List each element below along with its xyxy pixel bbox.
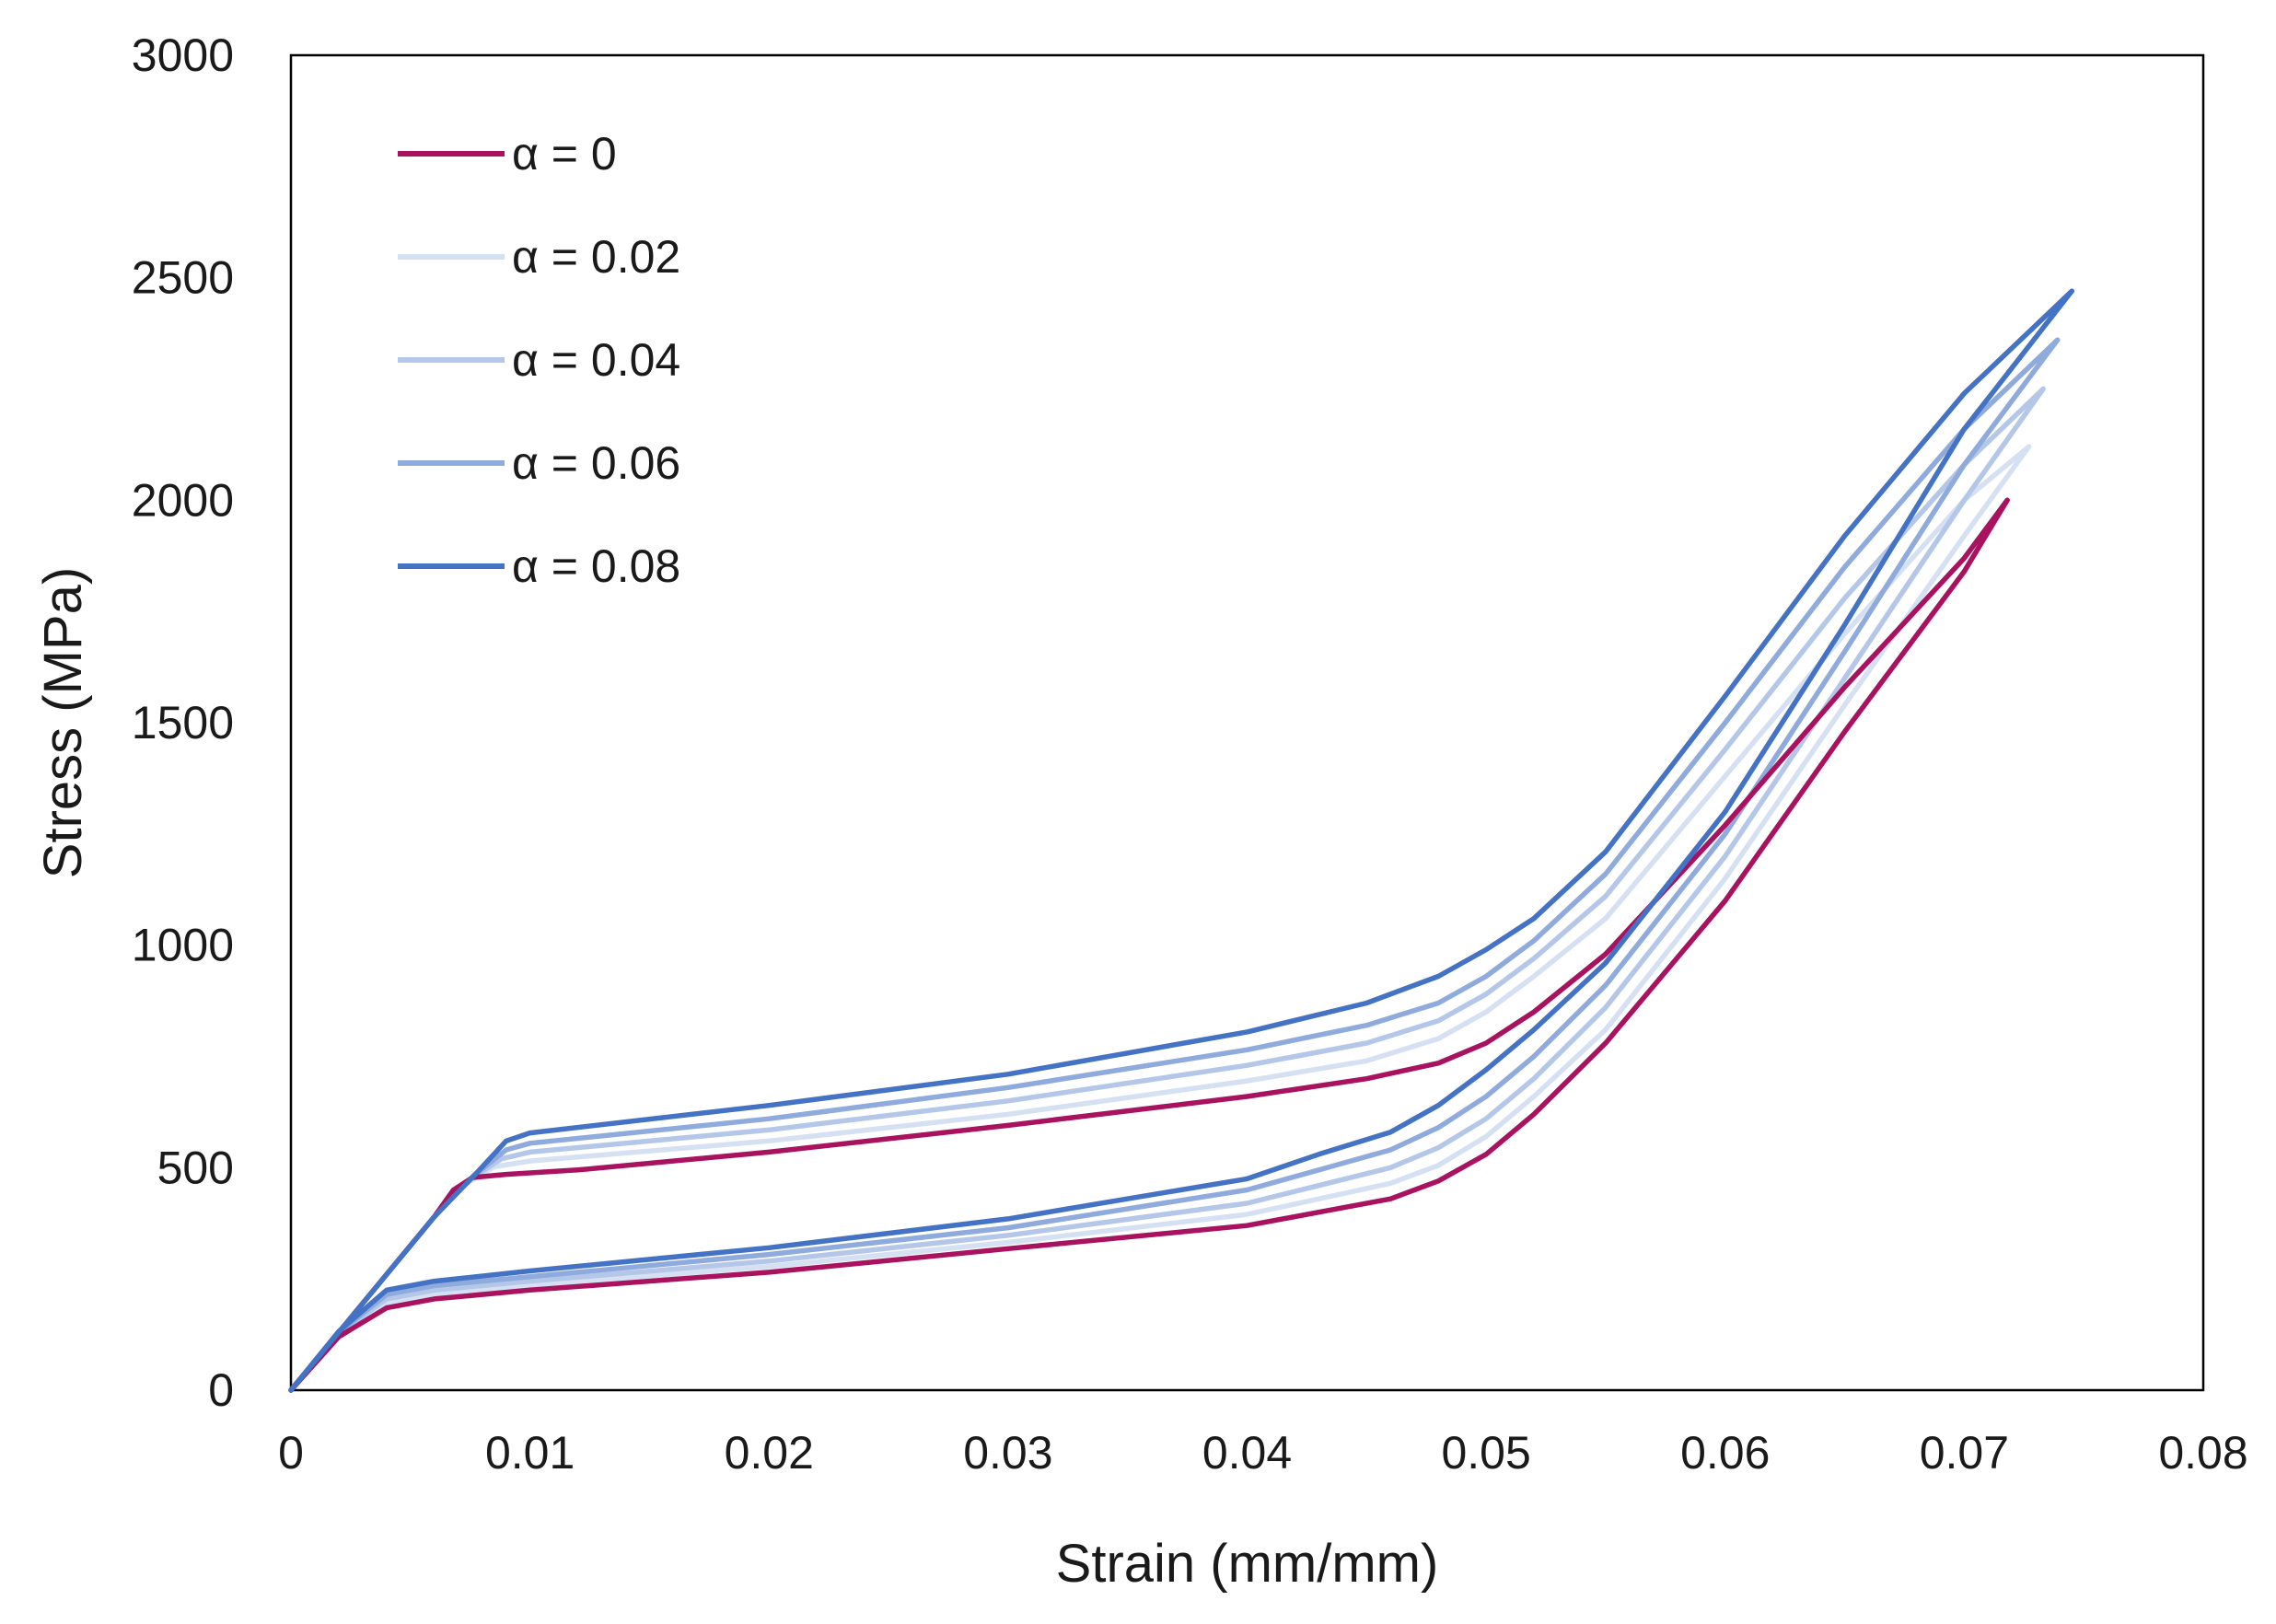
- y-tick-label: 1000: [132, 920, 234, 971]
- legend-label: α = 0.06: [512, 437, 680, 489]
- x-axis-title: Strain (mm/mm): [1056, 1534, 1439, 1594]
- y-axis-title: Stress (MPa): [33, 567, 93, 878]
- x-tick-label: 0.03: [963, 1427, 1052, 1479]
- series-line-unloading-2: [288, 386, 2046, 1393]
- series-line-loading-4: [288, 288, 2074, 1393]
- series-line-unloading-0: [288, 497, 2010, 1393]
- y-tick-label: 1500: [132, 697, 234, 748]
- series-layer: [288, 288, 2074, 1393]
- y-tick-label: 0: [208, 1364, 234, 1416]
- x-tick-label: 0: [278, 1427, 304, 1479]
- series-line-unloading-1: [288, 444, 2032, 1393]
- x-tick-label: 0.07: [1920, 1427, 2009, 1479]
- legend: α = 0 α = 0.02 α = 0.04 α = 0.06 α = 0.08: [398, 128, 680, 592]
- x-tick-label: 0.08: [2158, 1427, 2247, 1479]
- series-line-unloading-4: [288, 288, 2074, 1393]
- y-tick-label: 500: [157, 1142, 234, 1193]
- x-tick-label: 0.04: [1202, 1427, 1292, 1479]
- x-tick-label: 0.01: [485, 1427, 575, 1479]
- y-tick-label: 2500: [132, 252, 234, 304]
- x-tick-label: 0.06: [1680, 1427, 1770, 1479]
- x-tick-label: 0.02: [725, 1427, 814, 1479]
- legend-label: α = 0: [512, 128, 617, 180]
- legend-label: α = 0.08: [512, 540, 680, 592]
- legend-label: α = 0.02: [512, 231, 680, 283]
- legend-label: α = 0.04: [512, 334, 680, 386]
- y-axis-ticks: 0 500 1000 1500 2000 2500 3000: [132, 29, 234, 1416]
- x-axis-ticks: 0 0.01 0.02 0.03 0.04 0.05 0.06 0.07 0.08: [278, 1427, 2248, 1479]
- plot-area-frame: [289, 53, 2205, 1392]
- y-tick-label: 2000: [132, 474, 234, 526]
- x-tick-label: 0.05: [1441, 1427, 1530, 1479]
- y-tick-label: 3000: [132, 29, 234, 81]
